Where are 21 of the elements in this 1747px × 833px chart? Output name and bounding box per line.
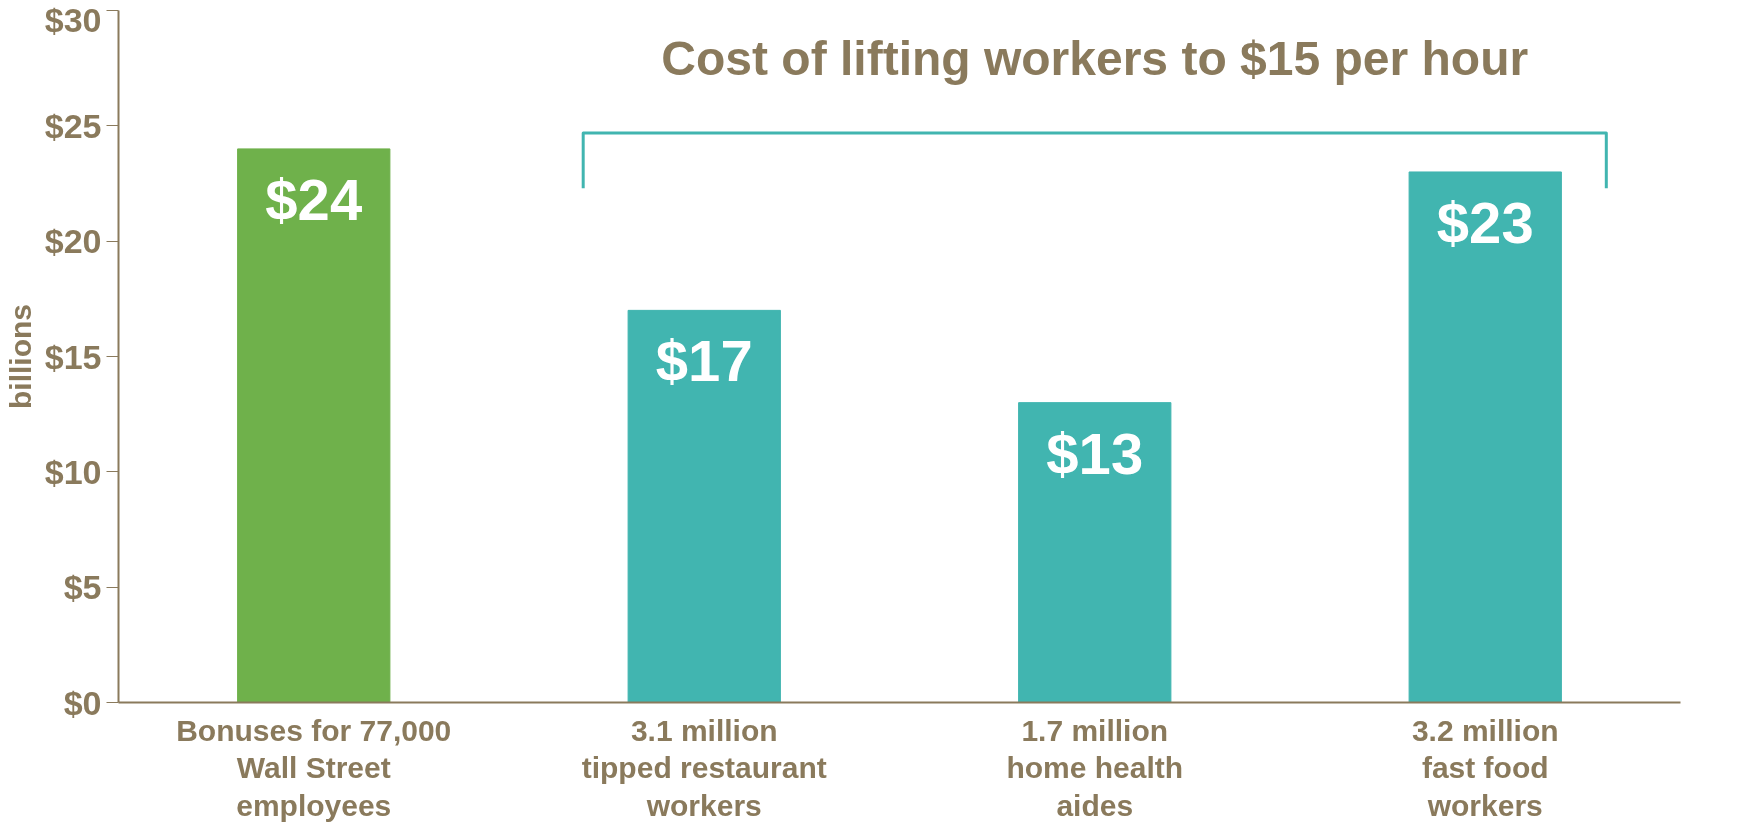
y-tick-label: $0 [63, 683, 102, 722]
y-axis-title: billions [3, 304, 37, 409]
x-tick-label: 1.7 million home health aides [1006, 713, 1184, 823]
y-tick-label: $20 [44, 222, 102, 261]
annotation: Cost of lifting workers to $15 per hour [661, 32, 1529, 86]
data-label: $24 [265, 166, 363, 232]
y-tick-label: $25 [44, 106, 102, 145]
bar [1018, 402, 1172, 703]
data-label: $13 [1046, 420, 1144, 486]
x-tick-label: Bonuses for 77,000 Wall Street employees [176, 713, 452, 823]
data-label: $17 [655, 328, 753, 394]
bar [237, 148, 391, 703]
x-tick-label: 3.2 million fast food workers [1411, 713, 1559, 823]
bar [627, 309, 781, 703]
y-tick-label: $15 [44, 337, 102, 376]
y-tick-label: $10 [44, 452, 102, 491]
x-tick-label: 3.1 million tipped restaurant workers [581, 713, 827, 823]
y-tick-label: $30 [44, 0, 102, 39]
bar [1408, 171, 1562, 703]
y-tick-label: $5 [63, 568, 102, 607]
data-label: $23 [1436, 189, 1534, 255]
